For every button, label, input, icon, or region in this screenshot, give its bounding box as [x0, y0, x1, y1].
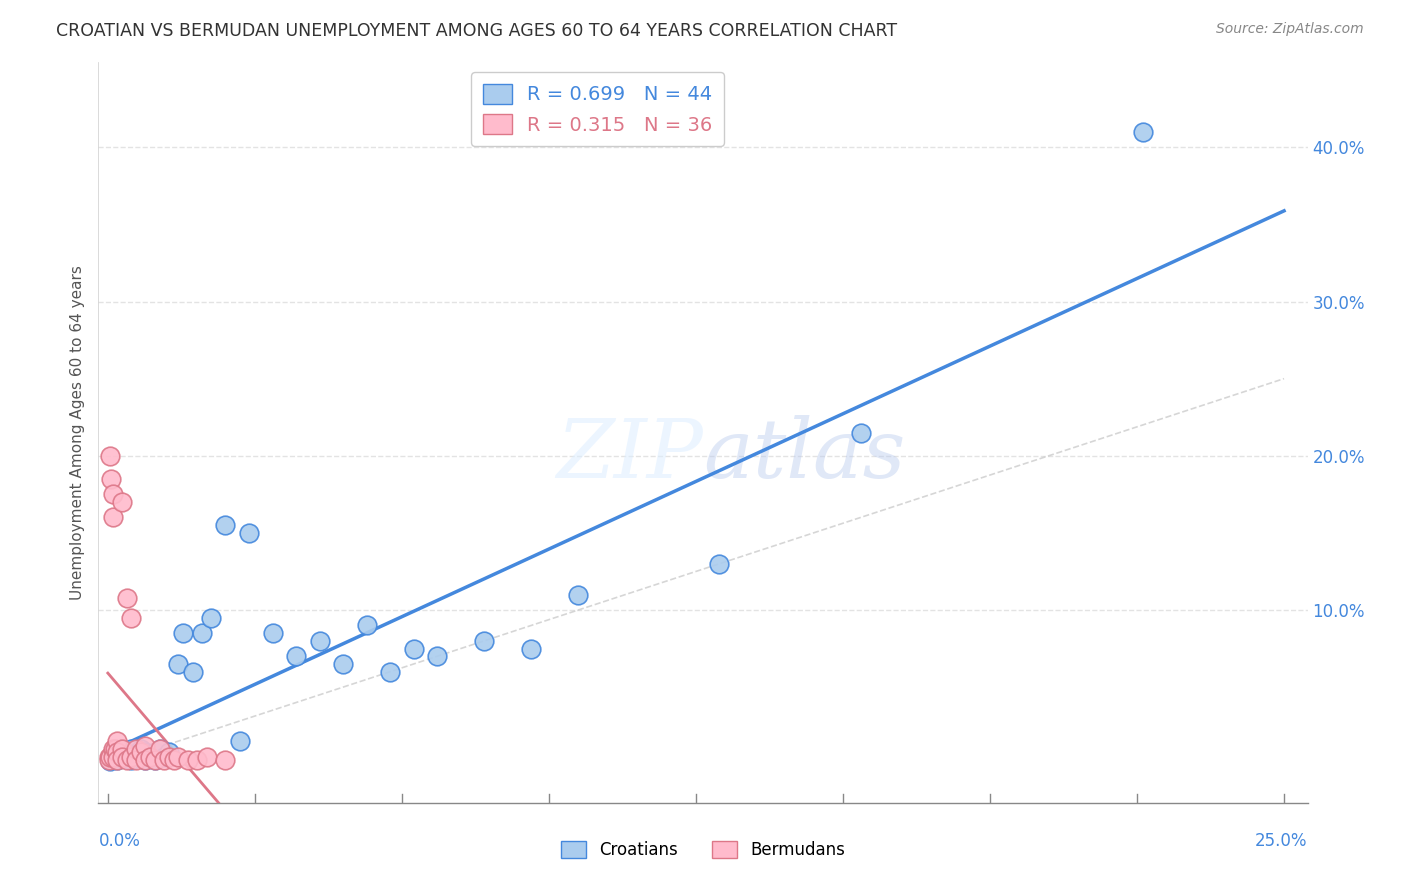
Point [149, 741, 172, 756]
Point [98, 754, 121, 768]
Legend: R = 0.699   N = 44, R = 0.315   N = 36: R = 0.699 N = 44, R = 0.315 N = 36 [471, 72, 724, 146]
Point [101, 487, 124, 501]
Point [849, 425, 872, 440]
Point [177, 753, 200, 767]
Point [308, 633, 330, 648]
Point [129, 745, 152, 759]
Point [120, 749, 142, 764]
Point [120, 611, 142, 625]
Point [115, 753, 138, 767]
Point [153, 753, 176, 767]
Point [378, 665, 401, 679]
Point [153, 749, 176, 764]
Point [143, 753, 166, 767]
Point [111, 495, 134, 509]
Point [172, 626, 194, 640]
Point [195, 749, 218, 764]
Point [101, 741, 124, 756]
Point [115, 591, 138, 605]
Point [709, 557, 731, 571]
Point [143, 753, 166, 767]
Point [104, 741, 127, 756]
Point [125, 747, 148, 761]
Point [129, 741, 152, 756]
Point [1132, 125, 1154, 139]
Point [134, 753, 156, 767]
Text: atlas: atlas [703, 415, 905, 495]
Point [191, 626, 214, 640]
Point [111, 741, 134, 756]
Point [262, 626, 284, 640]
Point [214, 518, 236, 533]
Point [238, 525, 260, 540]
Point [101, 510, 124, 524]
Point [105, 753, 128, 767]
Point [125, 741, 148, 756]
Point [186, 753, 208, 767]
Point [332, 657, 354, 671]
Point [214, 753, 236, 767]
Point [134, 745, 156, 759]
Point [97, 749, 120, 764]
Point [115, 749, 138, 764]
Point [100, 472, 122, 486]
Y-axis label: Unemployment Among Ages 60 to 64 years: Unemployment Among Ages 60 to 64 years [69, 265, 84, 600]
Point [120, 753, 142, 767]
Point [111, 751, 134, 765]
Point [167, 657, 190, 671]
Point [101, 749, 124, 764]
Point [139, 749, 162, 764]
Point [200, 611, 222, 625]
Point [105, 745, 128, 759]
Point [125, 753, 148, 767]
Point [111, 741, 134, 756]
Point [157, 749, 180, 764]
Text: 25.0%: 25.0% [1256, 832, 1308, 850]
Point [163, 753, 186, 767]
Point [520, 641, 543, 656]
Point [356, 618, 378, 632]
Legend: Croatians, Bermudans: Croatians, Bermudans [554, 834, 852, 866]
Point [98, 749, 121, 764]
Point [101, 749, 124, 764]
Point [472, 633, 495, 648]
Point [402, 641, 425, 656]
Point [111, 749, 134, 764]
Point [105, 753, 128, 767]
Point [115, 745, 138, 759]
Point [181, 665, 204, 679]
Point [105, 734, 128, 748]
Point [134, 739, 156, 753]
Point [157, 745, 180, 759]
Text: 0.0%: 0.0% [98, 832, 141, 850]
Text: Source: ZipAtlas.com: Source: ZipAtlas.com [1216, 22, 1364, 37]
Point [120, 741, 142, 756]
Point [167, 749, 190, 764]
Point [101, 745, 124, 759]
Point [98, 753, 121, 767]
Text: CROATIAN VS BERMUDAN UNEMPLOYMENT AMONG AGES 60 TO 64 YEARS CORRELATION CHART: CROATIAN VS BERMUDAN UNEMPLOYMENT AMONG … [56, 22, 897, 40]
Text: ZIP: ZIP [557, 415, 703, 495]
Point [228, 734, 250, 748]
Point [134, 753, 156, 767]
Point [426, 649, 449, 664]
Point [567, 588, 589, 602]
Point [149, 741, 172, 756]
Point [105, 747, 128, 761]
Point [143, 745, 166, 759]
Point [139, 749, 162, 764]
Point [98, 449, 121, 463]
Point [129, 749, 152, 764]
Point [285, 649, 308, 664]
